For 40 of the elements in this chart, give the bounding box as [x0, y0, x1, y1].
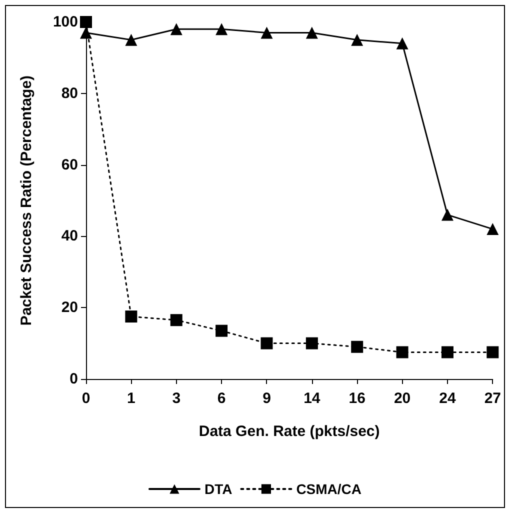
- point: [216, 23, 228, 36]
- legend-label: CSMA/CA: [296, 481, 362, 497]
- point: [216, 324, 228, 337]
- x-axis-title: Data Gen. Rate (pkts/sec): [198, 423, 380, 440]
- y-tick-label: 80: [61, 84, 78, 102]
- x-tick-label: 16: [348, 390, 366, 407]
- y-tick-label: 100: [52, 14, 78, 30]
- point: [351, 34, 364, 46]
- x-tick-label: 0: [82, 390, 90, 407]
- point: [486, 223, 499, 236]
- point: [486, 346, 499, 358]
- point: [260, 26, 273, 39]
- y-axis-title: Packet Success Ratio (Percentage): [18, 75, 35, 326]
- point: [170, 314, 182, 326]
- point: [125, 310, 138, 323]
- point: [396, 37, 408, 50]
- point: [80, 16, 92, 28]
- x-tick-label: 1: [127, 390, 136, 407]
- point: [125, 34, 138, 46]
- point: [351, 340, 364, 353]
- y-tick-label: 20: [61, 299, 78, 316]
- point: [80, 26, 92, 39]
- x-tick-label: 20: [394, 390, 411, 407]
- point: [306, 26, 318, 39]
- x-tick-label: 6: [217, 390, 226, 407]
- x-tick-label: 14: [304, 390, 321, 407]
- point: [306, 337, 318, 350]
- x-tick-label: 3: [172, 390, 181, 407]
- y-tick-label: 60: [61, 156, 78, 174]
- y-tick-label: 40: [61, 228, 78, 245]
- x-tick-label: 27: [484, 390, 501, 407]
- y-tick-label: 0: [70, 370, 78, 388]
- x-tick-label: 24: [439, 390, 456, 407]
- point: [396, 346, 408, 358]
- point: [441, 346, 454, 358]
- legend-label: DTA: [204, 481, 232, 497]
- point: [441, 208, 454, 221]
- point: [260, 337, 273, 350]
- point: [170, 23, 182, 36]
- x-tick-label: 9: [262, 390, 271, 407]
